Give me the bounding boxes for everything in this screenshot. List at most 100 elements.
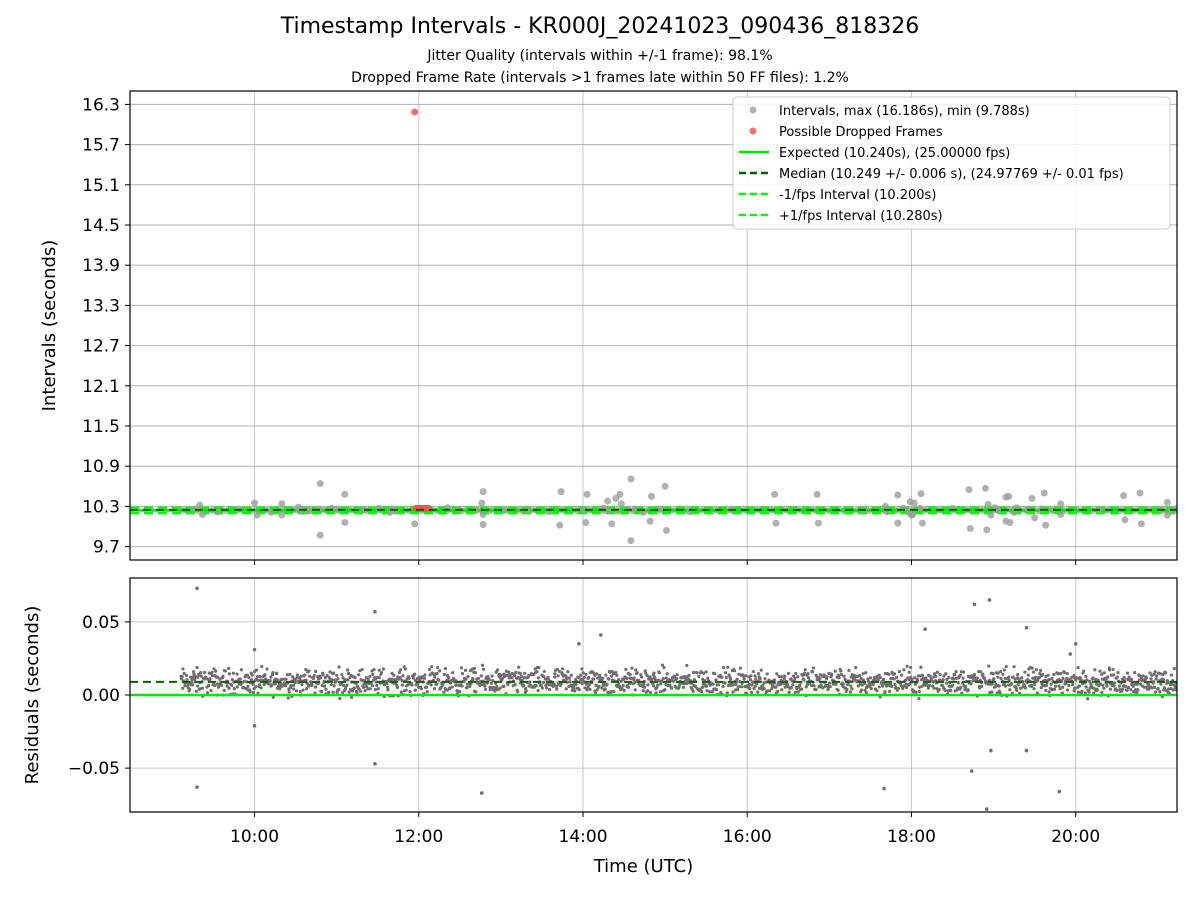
residual-point bbox=[255, 668, 259, 672]
interval-point bbox=[1136, 489, 1144, 497]
residual-point bbox=[607, 677, 611, 681]
residual-point bbox=[1129, 677, 1134, 681]
residual-outlier-point bbox=[882, 786, 886, 791]
residual-point bbox=[620, 687, 624, 691]
residual-point bbox=[535, 670, 539, 674]
residual-point bbox=[731, 690, 735, 694]
residual-point bbox=[307, 669, 311, 673]
residual-point bbox=[907, 678, 911, 682]
time-tick-label: 10:00 bbox=[230, 827, 279, 847]
interval-point bbox=[579, 506, 587, 514]
residual-point bbox=[895, 675, 899, 680]
residual-point bbox=[822, 673, 826, 677]
residual-point bbox=[1073, 686, 1077, 690]
residual-point bbox=[1003, 684, 1008, 688]
residual-point bbox=[376, 687, 380, 691]
residual-point bbox=[825, 675, 829, 679]
residual-outlier-point bbox=[923, 627, 927, 631]
residual-point bbox=[1030, 684, 1034, 689]
residual-point bbox=[363, 689, 367, 693]
interval-point bbox=[772, 519, 780, 527]
residual-point bbox=[323, 684, 327, 688]
residual-point bbox=[714, 678, 718, 682]
residual-point bbox=[490, 674, 494, 678]
interval-point bbox=[965, 486, 973, 494]
residual-point bbox=[1009, 681, 1014, 686]
interval-point bbox=[479, 488, 487, 496]
residual-point bbox=[474, 690, 478, 694]
residual-point bbox=[756, 672, 761, 676]
residual-point bbox=[210, 670, 214, 674]
residual-point bbox=[429, 683, 433, 687]
residual-point bbox=[1105, 684, 1109, 688]
residual-point bbox=[469, 682, 473, 686]
residual-point bbox=[386, 688, 390, 692]
residual-point bbox=[1158, 672, 1162, 676]
residual-point bbox=[206, 691, 210, 695]
residual-point bbox=[513, 682, 517, 687]
residual-point bbox=[573, 689, 577, 693]
residual-point bbox=[286, 696, 290, 700]
residual-point bbox=[751, 669, 755, 674]
residual-point bbox=[721, 665, 726, 670]
residual-point bbox=[777, 674, 781, 679]
residual-point bbox=[1067, 683, 1071, 688]
residual-point bbox=[265, 667, 269, 671]
residual-point bbox=[1011, 675, 1015, 679]
residual-point bbox=[787, 690, 791, 694]
residual-point bbox=[567, 676, 572, 680]
residual-point bbox=[512, 674, 517, 678]
residual-point bbox=[193, 677, 197, 681]
residual-point bbox=[330, 678, 334, 682]
residual-point bbox=[699, 670, 703, 674]
residual-point bbox=[522, 671, 527, 675]
residual-point bbox=[814, 687, 818, 692]
residual-point bbox=[454, 683, 458, 687]
residual-point bbox=[489, 681, 494, 686]
interval-point bbox=[1096, 506, 1104, 514]
residual-point bbox=[212, 667, 216, 671]
interval-point bbox=[813, 490, 821, 498]
interval-point bbox=[983, 526, 991, 534]
residual-point bbox=[711, 682, 715, 686]
jitter-quality-subtitle: Jitter Quality (intervals within +/-1 fr… bbox=[427, 48, 773, 64]
residual-outlier-point bbox=[969, 769, 974, 773]
residual-point bbox=[729, 677, 733, 681]
residual-point bbox=[740, 685, 744, 689]
residual-point bbox=[811, 666, 816, 670]
residual-point bbox=[803, 668, 807, 672]
residual-point bbox=[324, 687, 328, 691]
residual-point bbox=[1095, 688, 1099, 692]
residual-point bbox=[608, 670, 612, 674]
interval-point bbox=[316, 480, 324, 488]
residual-point bbox=[850, 673, 855, 677]
residual-point bbox=[1001, 672, 1005, 676]
residual-point bbox=[235, 672, 239, 676]
residual-point bbox=[836, 673, 840, 677]
residual-point bbox=[750, 683, 754, 687]
interval-point bbox=[278, 511, 286, 519]
residual-point bbox=[411, 676, 416, 680]
residual-point bbox=[568, 680, 572, 684]
residual-point bbox=[546, 677, 550, 681]
residual-point bbox=[687, 677, 691, 681]
residual-point bbox=[289, 683, 293, 688]
residual-point bbox=[877, 685, 881, 689]
residual-point bbox=[1072, 689, 1076, 693]
residual-point bbox=[310, 683, 314, 688]
residual-point bbox=[878, 675, 883, 680]
residual-point bbox=[536, 688, 540, 693]
residual-point bbox=[181, 667, 185, 671]
residual-point bbox=[254, 685, 258, 689]
residual-point bbox=[457, 689, 462, 694]
residual-point bbox=[1020, 676, 1024, 680]
residual-point bbox=[999, 676, 1003, 681]
residual-point bbox=[288, 672, 292, 676]
residual-point bbox=[917, 689, 921, 694]
residual-point bbox=[990, 682, 994, 686]
residual-point bbox=[196, 675, 200, 679]
interval-point bbox=[327, 504, 335, 512]
residual-point bbox=[1057, 684, 1061, 688]
residual-point bbox=[791, 674, 796, 678]
residual-point bbox=[758, 676, 762, 681]
